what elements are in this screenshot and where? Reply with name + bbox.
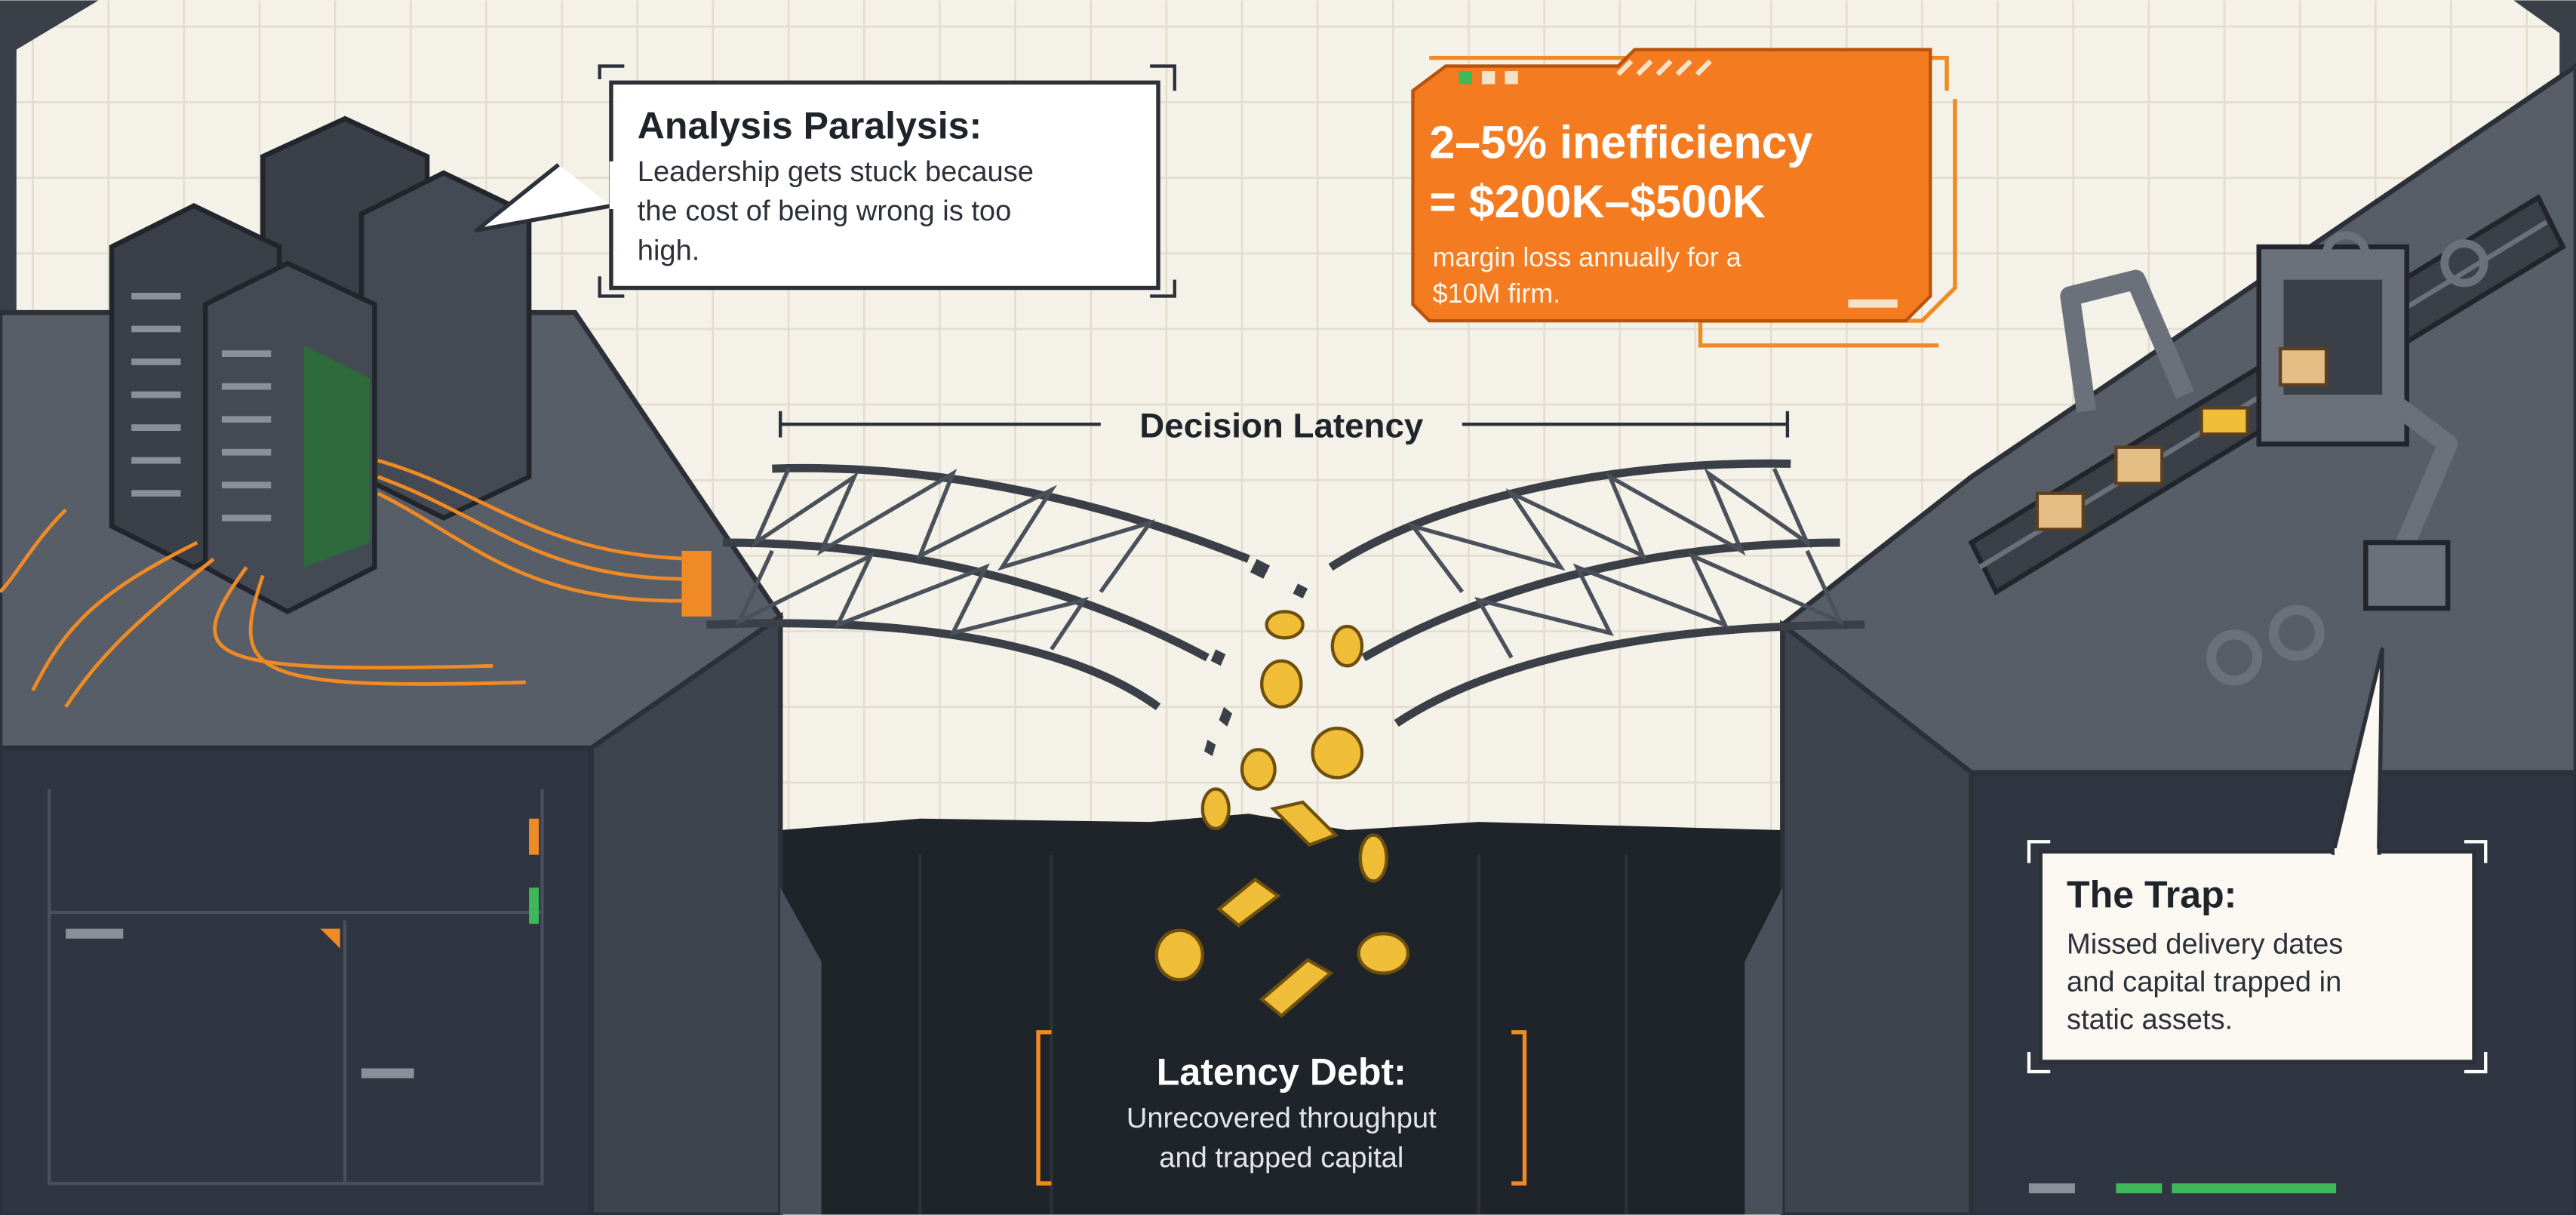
callout-text: high. (638, 235, 700, 267)
inefficiency-callout: 2–5% inefficiency = $200K–$500K margin l… (1412, 50, 1955, 346)
callout-headline: = $200K–$500K (1429, 176, 1766, 227)
callout-text: and capital trapped in (2067, 966, 2341, 998)
shape (1157, 930, 1203, 980)
shape (1359, 934, 1408, 973)
indicator (2029, 1183, 2075, 1193)
indicator (529, 887, 539, 924)
connector (682, 551, 712, 617)
illustration: Decision Latency Analysis Paralysis: Lea… (0, 0, 2576, 1215)
shape (1459, 71, 1471, 84)
indicator (66, 929, 123, 939)
shape (1262, 661, 1301, 707)
callout-text: Missed delivery dates (2067, 928, 2343, 960)
callout-text: $10M firm. (1433, 278, 1561, 309)
shape (2365, 543, 2448, 608)
shape (1505, 71, 1517, 84)
callout-title: The Trap: (2067, 873, 2236, 915)
indicator (361, 1069, 414, 1078)
left-plateau-front (0, 748, 592, 1214)
shape (1360, 835, 1387, 881)
shape (2116, 448, 2162, 484)
shape (1242, 749, 1275, 789)
callout-headline: 2–5% inefficiency (1429, 117, 1812, 168)
shape (2037, 494, 2083, 530)
debt-title: Latency Debt: (1157, 1051, 1406, 1094)
shape (304, 346, 370, 568)
shape (1203, 789, 1229, 829)
callout-text: static assets. (2067, 1004, 2233, 1035)
callout-title: Analysis Paralysis: (638, 104, 982, 146)
shape (2335, 848, 2378, 857)
callout-text: Leadership gets stuck because (638, 156, 1034, 188)
shape (1848, 300, 1897, 308)
shape (1313, 728, 1362, 777)
callout-text: the cost of being wrong is too (638, 195, 1012, 227)
shape (610, 161, 616, 209)
page: Decision Latency {"decision_latency": "D… (0, 0, 2576, 1215)
debt-text: Unrecovered throughput (1127, 1103, 1437, 1134)
latency-label: Decision Latency (1139, 407, 1424, 445)
shape (1482, 71, 1495, 84)
shape (2280, 349, 2326, 385)
indicator (2172, 1183, 2336, 1193)
indicator (529, 819, 539, 855)
callout-text: margin loss annually for a (1433, 241, 1741, 272)
body: Decision Latency Analysis Paralysis: Lea… (0, 0, 2576, 1215)
shape (1267, 611, 1303, 638)
shape (2202, 408, 2248, 434)
indicator (2116, 1183, 2162, 1193)
shape (1333, 626, 1362, 666)
debt-text: and trapped capital (1159, 1142, 1403, 1173)
